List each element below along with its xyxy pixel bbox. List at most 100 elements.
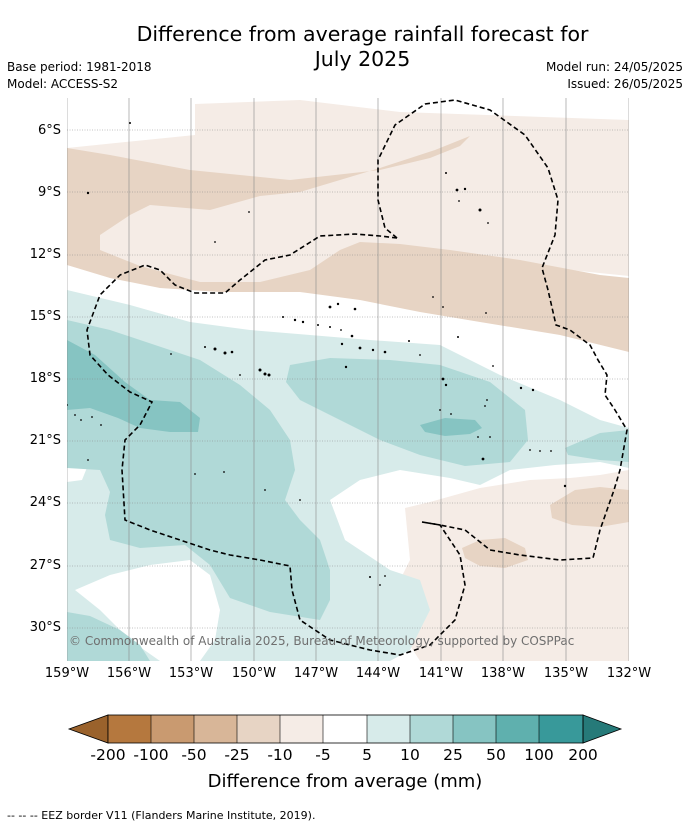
lat-label: 21°S xyxy=(29,433,61,448)
colorbar-bin xyxy=(237,715,280,743)
lon-label: 159°W xyxy=(44,666,90,681)
colorbar-tick-label: -200 xyxy=(90,746,126,764)
island xyxy=(223,471,225,473)
island xyxy=(263,372,267,376)
island xyxy=(214,241,216,243)
colorbar-bin xyxy=(280,715,323,743)
model-name: Model: ACCESS-S2 xyxy=(7,77,119,91)
dry-zone-south-east-mid xyxy=(550,487,629,527)
colorbar xyxy=(67,714,623,744)
colorbar-bin xyxy=(151,715,194,743)
colorbar-tick-label: 5 xyxy=(362,746,372,764)
island xyxy=(67,404,68,406)
island xyxy=(358,346,362,350)
islands xyxy=(67,122,567,586)
lon-label: 147°W xyxy=(293,666,339,681)
lat-label: 24°S xyxy=(29,495,61,510)
rainfall-anomaly-map xyxy=(67,98,629,661)
island xyxy=(129,122,131,124)
island xyxy=(550,450,552,452)
island xyxy=(91,416,93,418)
island xyxy=(486,399,488,401)
island xyxy=(481,457,485,461)
island xyxy=(336,302,340,306)
island xyxy=(432,296,434,298)
island xyxy=(344,365,348,369)
colorbar-tick-label: -50 xyxy=(181,746,207,764)
island xyxy=(293,318,297,322)
island xyxy=(329,326,331,328)
island xyxy=(369,576,371,578)
island xyxy=(340,329,342,331)
lat-label: 15°S xyxy=(29,309,61,324)
colorbar-dividers xyxy=(150,715,540,743)
island xyxy=(170,353,172,355)
colorbar-bin xyxy=(539,715,583,743)
island xyxy=(230,350,234,354)
island xyxy=(384,575,386,577)
island xyxy=(519,386,523,390)
colorbar-tick-label: -10 xyxy=(267,746,293,764)
island xyxy=(383,350,387,354)
island xyxy=(487,222,489,224)
lon-label: 144°W xyxy=(355,666,401,681)
island xyxy=(477,436,479,438)
lat-label: 18°S xyxy=(29,371,61,386)
island xyxy=(353,307,357,311)
island xyxy=(457,336,459,338)
colorbar-tick-label: 50 xyxy=(486,746,506,764)
island xyxy=(194,473,196,475)
island xyxy=(478,208,482,212)
colorbar-extend-low xyxy=(67,714,109,744)
dry-zone-north-mid xyxy=(67,136,629,352)
island xyxy=(258,368,262,372)
island xyxy=(531,388,535,392)
island xyxy=(204,346,206,348)
colorbar-tick-label: -5 xyxy=(315,746,331,764)
dry-zone-north-light xyxy=(67,100,629,288)
colorbar-bin xyxy=(453,715,496,743)
island xyxy=(463,187,467,191)
map-title: Difference from average rainfall forecas… xyxy=(90,22,635,72)
island xyxy=(445,172,447,174)
island xyxy=(213,347,217,351)
map-title-line-2: July 2025 xyxy=(314,47,411,71)
island xyxy=(301,320,305,324)
model-run: Model run: 24/05/2025 xyxy=(545,60,683,74)
wet-zone-mid-east xyxy=(286,358,528,466)
island xyxy=(489,436,491,438)
colorbar-bin xyxy=(410,715,453,743)
island xyxy=(223,351,227,355)
wet-zone-mid-far-east xyxy=(565,430,629,462)
island xyxy=(371,348,375,352)
colorbar-tick-label: 100 xyxy=(524,746,554,764)
lat-label: 6°S xyxy=(37,123,61,138)
colorbar-frame xyxy=(107,714,584,744)
island xyxy=(485,312,487,314)
island xyxy=(328,305,332,309)
colorbar-bin xyxy=(496,715,539,743)
colorbar-extend-high xyxy=(582,714,623,744)
lon-label: 135°W xyxy=(543,666,589,681)
lat-label: 30°S xyxy=(29,620,61,635)
colorbar-tick-label: 200 xyxy=(568,746,598,764)
island xyxy=(264,489,266,491)
run-info: Model run: 24/05/2025 Issued: 26/05/2025 xyxy=(546,59,683,93)
colorbar-bin xyxy=(323,715,367,743)
island xyxy=(439,409,441,411)
island xyxy=(340,342,344,346)
island xyxy=(80,419,82,421)
lon-label: 150°W xyxy=(231,666,277,681)
island xyxy=(450,413,452,415)
map-title-line-1: Difference from average rainfall forecas… xyxy=(136,22,589,46)
island xyxy=(539,450,541,452)
eez-borders xyxy=(86,99,628,656)
wet-zone-strong-east xyxy=(420,418,482,436)
eez-legend-note: -- -- -- EEZ border V11 (Flanders Marine… xyxy=(7,809,316,822)
lon-label: 141°W xyxy=(418,666,464,681)
island xyxy=(441,377,445,381)
island xyxy=(379,584,381,586)
colorbar-tick-label: 25 xyxy=(443,746,463,764)
lon-label: 156°W xyxy=(106,666,152,681)
